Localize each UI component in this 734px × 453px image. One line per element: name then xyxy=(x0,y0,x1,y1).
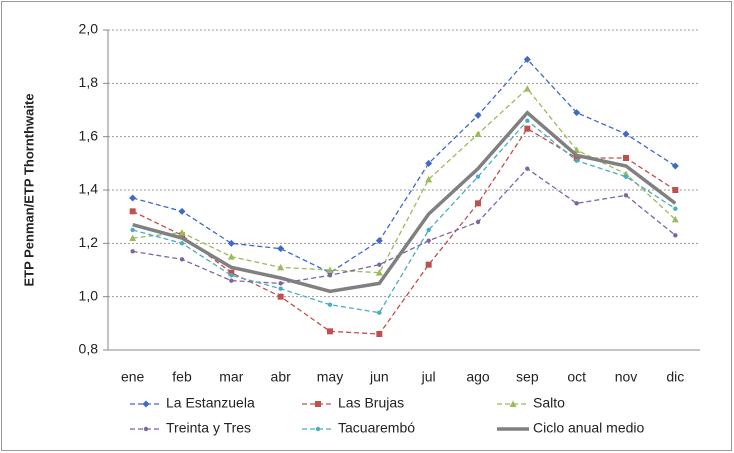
data-point xyxy=(375,237,383,245)
data-point xyxy=(573,146,581,153)
y-axis-label: ETP Penman/ETP Thornthwaite xyxy=(21,93,36,286)
data-point xyxy=(326,266,334,273)
data-point xyxy=(426,227,431,233)
data-point xyxy=(426,238,431,243)
data-point xyxy=(130,249,135,254)
data-point xyxy=(129,194,137,202)
legend-label: Salto xyxy=(533,395,565,411)
data-point xyxy=(375,269,383,276)
data-point xyxy=(622,130,630,138)
data-point xyxy=(525,118,530,123)
legend-marker xyxy=(142,400,150,408)
data-point xyxy=(278,286,283,291)
data-point xyxy=(673,233,678,238)
x-tick-label: may xyxy=(317,369,343,385)
data-point xyxy=(178,229,186,236)
data-point xyxy=(229,278,234,283)
data-point xyxy=(623,174,629,179)
data-point xyxy=(277,293,284,300)
data-point xyxy=(425,159,433,167)
data-point xyxy=(179,257,185,262)
y-tick-label: 1,6 xyxy=(79,127,99,143)
y-tick-label: 1,4 xyxy=(79,181,99,197)
x-tick-label: dic xyxy=(666,369,684,385)
data-point xyxy=(623,155,629,161)
data-point xyxy=(474,130,482,137)
series-line xyxy=(132,58,676,274)
data-point xyxy=(129,208,136,215)
data-point xyxy=(523,85,531,92)
legend-marker xyxy=(315,401,321,407)
legend-label: Las Brujas xyxy=(338,395,404,411)
data-point xyxy=(671,162,679,170)
y-tick-label: 2,0 xyxy=(79,21,99,37)
legend-marker xyxy=(509,400,517,407)
data-point xyxy=(327,328,333,335)
x-tick-label: ene xyxy=(121,369,145,385)
data-point xyxy=(130,227,135,233)
y-tick-label: 0,8 xyxy=(79,341,99,357)
y-tick-label: 1,2 xyxy=(79,234,99,250)
x-tick-label: nov xyxy=(615,369,638,385)
data-point xyxy=(377,262,382,267)
data-point xyxy=(277,245,285,253)
x-tick-label: sep xyxy=(516,369,539,385)
data-point xyxy=(623,193,629,198)
data-point xyxy=(672,187,679,193)
data-point xyxy=(327,302,333,307)
data-point xyxy=(229,273,234,278)
data-point xyxy=(474,111,482,119)
data-point xyxy=(377,310,382,315)
legend-label: Tacuarembó xyxy=(338,420,415,436)
series-line xyxy=(132,119,676,314)
data-point xyxy=(376,331,383,337)
data-point xyxy=(475,174,481,179)
data-point xyxy=(178,207,186,215)
data-point xyxy=(524,125,531,132)
data-point xyxy=(129,234,137,241)
series-line xyxy=(132,87,676,274)
data-point xyxy=(425,261,432,268)
x-tick-label: jul xyxy=(421,369,436,385)
x-tick-label: jun xyxy=(369,369,389,385)
data-point xyxy=(673,206,678,211)
data-point xyxy=(425,175,433,183)
data-point xyxy=(475,219,481,225)
x-tick-label: mar xyxy=(219,369,243,385)
data-point xyxy=(228,269,235,276)
legend-label: Ciclo anual medio xyxy=(533,420,644,436)
data-point xyxy=(327,273,333,278)
data-point xyxy=(179,241,185,246)
y-tick-label: 1,8 xyxy=(79,74,99,90)
data-point xyxy=(227,239,235,247)
legend-marker xyxy=(315,426,321,432)
data-point xyxy=(523,55,531,63)
data-point xyxy=(475,200,481,207)
data-point xyxy=(573,109,581,117)
data-point xyxy=(671,215,679,223)
x-tick-label: feb xyxy=(172,369,192,385)
legend-label: Treinta y Tres xyxy=(166,420,251,436)
y-tick-label: 1,0 xyxy=(79,287,99,303)
legend-label: La Estanzuela xyxy=(166,395,255,411)
data-point xyxy=(574,201,579,206)
data-point xyxy=(227,253,235,260)
series-line xyxy=(132,167,676,284)
data-point xyxy=(525,166,530,171)
data-point xyxy=(573,155,580,161)
x-tick-label: oct xyxy=(567,369,586,385)
legend-marker xyxy=(143,426,149,432)
x-tick-label: abr xyxy=(271,369,292,385)
data-point xyxy=(574,158,579,163)
series-line xyxy=(132,110,677,294)
x-tick-label: ago xyxy=(466,369,490,385)
data-point xyxy=(277,263,285,271)
data-point xyxy=(278,281,283,286)
